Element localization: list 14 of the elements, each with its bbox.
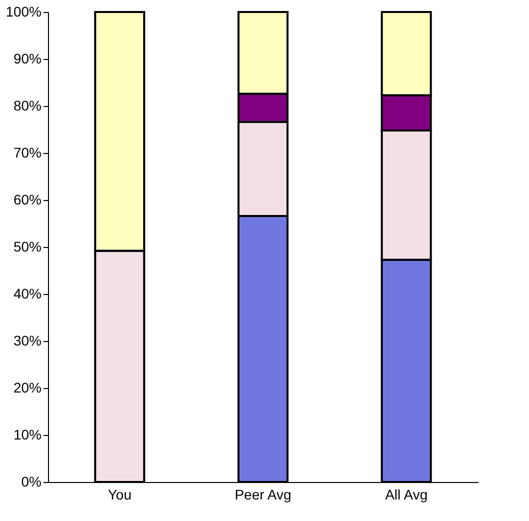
y-tick-label: 50%: [13, 238, 42, 254]
y-tick-label: 90%: [13, 50, 42, 66]
y-tick-label: 10%: [13, 426, 42, 442]
x-tick-label: Peer Avg: [234, 486, 292, 502]
y-tick-label: 40%: [13, 286, 42, 302]
y-tick-label: 80%: [13, 98, 42, 114]
y-tick-label: 20%: [13, 380, 42, 396]
y-tick-label: 70%: [13, 144, 42, 160]
x-tick-label: You: [108, 486, 132, 502]
y-tick-label: 0%: [21, 474, 42, 490]
x-tick-label: All Avg: [385, 486, 428, 502]
y-tick-label: 30%: [13, 332, 42, 348]
y-tick-label: 100%: [6, 4, 42, 20]
y-tick-label: 60%: [13, 192, 42, 208]
